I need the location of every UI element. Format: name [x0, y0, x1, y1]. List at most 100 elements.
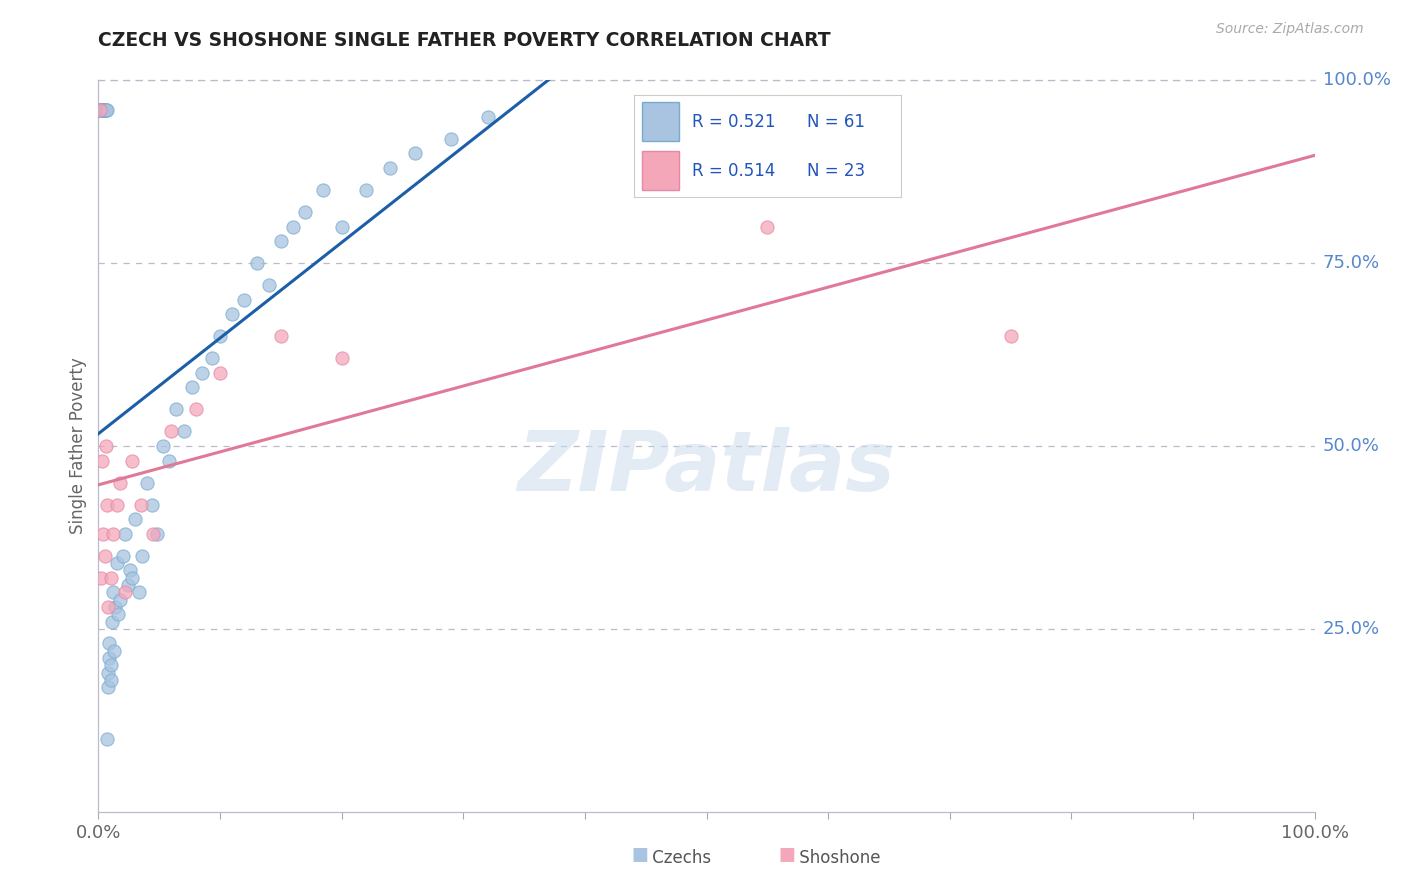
Point	[94, 103, 117, 117]
Text: R = 0.514: R = 0.514	[692, 161, 776, 179]
Text: ZIPatlas: ZIPatlas	[517, 427, 896, 508]
Point	[184, 402, 207, 417]
Point	[118, 563, 141, 577]
Point	[97, 681, 120, 695]
Point	[91, 103, 114, 117]
Point	[93, 103, 115, 117]
Point	[101, 526, 124, 541]
Text: Shoshone: Shoshone	[794, 849, 882, 867]
Text: N = 23: N = 23	[807, 161, 866, 179]
Point	[440, 132, 463, 146]
Point	[117, 578, 139, 592]
Text: N = 61: N = 61	[807, 112, 866, 130]
Point	[110, 592, 132, 607]
Point	[105, 498, 128, 512]
Point	[404, 146, 426, 161]
Point	[111, 549, 134, 563]
Point	[114, 526, 136, 541]
Point	[91, 103, 114, 117]
Point	[91, 103, 114, 117]
Point	[96, 731, 118, 746]
Point	[89, 103, 111, 117]
Point	[89, 103, 111, 117]
Point	[98, 651, 121, 665]
Point	[136, 475, 159, 490]
Point	[191, 366, 214, 380]
Point	[107, 607, 129, 622]
Point	[160, 425, 183, 439]
Point	[173, 425, 195, 439]
Text: 25.0%: 25.0%	[1323, 620, 1381, 638]
Bar	[641, 102, 679, 141]
Point	[96, 103, 118, 117]
Point	[91, 453, 114, 467]
Point	[270, 234, 292, 248]
Point	[104, 599, 127, 614]
Point	[142, 526, 165, 541]
Point	[94, 439, 117, 453]
Point	[281, 219, 304, 234]
Point	[128, 585, 150, 599]
Point	[477, 110, 499, 124]
Point	[209, 366, 232, 380]
Point	[131, 549, 153, 563]
Point	[330, 351, 353, 366]
Point	[257, 278, 280, 293]
Point	[146, 526, 169, 541]
Y-axis label: Single Father Poverty: Single Father Poverty	[69, 358, 87, 534]
Text: Source: ZipAtlas.com: Source: ZipAtlas.com	[1216, 22, 1364, 37]
Point	[91, 103, 114, 117]
Point	[89, 103, 111, 117]
Point	[100, 673, 122, 687]
Bar	[641, 152, 679, 190]
Point	[1000, 329, 1022, 343]
Point	[91, 526, 114, 541]
Point	[90, 571, 112, 585]
Point	[105, 556, 128, 570]
Point	[98, 636, 121, 650]
Point	[221, 307, 243, 321]
Point	[124, 512, 146, 526]
Text: 75.0%: 75.0%	[1323, 254, 1381, 272]
Point	[380, 161, 402, 175]
Text: CZECH VS SHOSHONE SINGLE FATHER POVERTY CORRELATION CHART: CZECH VS SHOSHONE SINGLE FATHER POVERTY …	[98, 31, 831, 50]
Point	[245, 256, 267, 270]
Point	[294, 205, 316, 219]
Point	[97, 599, 120, 614]
Point	[101, 585, 124, 599]
Text: Czechs: Czechs	[647, 849, 711, 867]
Text: 100.0%: 100.0%	[1323, 71, 1391, 89]
Point	[354, 183, 377, 197]
Point	[157, 453, 180, 467]
Point	[100, 571, 122, 585]
Point	[121, 453, 143, 467]
Point	[165, 402, 187, 417]
Point	[110, 475, 132, 490]
Point	[270, 329, 292, 343]
Point	[200, 351, 222, 366]
Point	[91, 103, 114, 117]
Point	[114, 585, 136, 599]
Point	[93, 549, 115, 563]
Point	[121, 571, 143, 585]
Text: ▪: ▪	[630, 839, 650, 867]
Text: R = 0.521: R = 0.521	[692, 112, 776, 130]
Point	[93, 103, 115, 117]
Point	[129, 498, 152, 512]
Point	[312, 183, 335, 197]
Point	[103, 644, 125, 658]
Text: 50.0%: 50.0%	[1323, 437, 1379, 455]
Point	[90, 103, 112, 117]
Point	[330, 219, 353, 234]
Point	[233, 293, 256, 307]
Point	[94, 103, 117, 117]
Point	[141, 498, 163, 512]
Point	[96, 498, 118, 512]
Point	[101, 615, 124, 629]
Point	[100, 658, 122, 673]
Point	[181, 380, 204, 394]
Point	[97, 665, 120, 680]
Point	[756, 219, 779, 234]
Point	[90, 103, 112, 117]
Point	[152, 439, 174, 453]
